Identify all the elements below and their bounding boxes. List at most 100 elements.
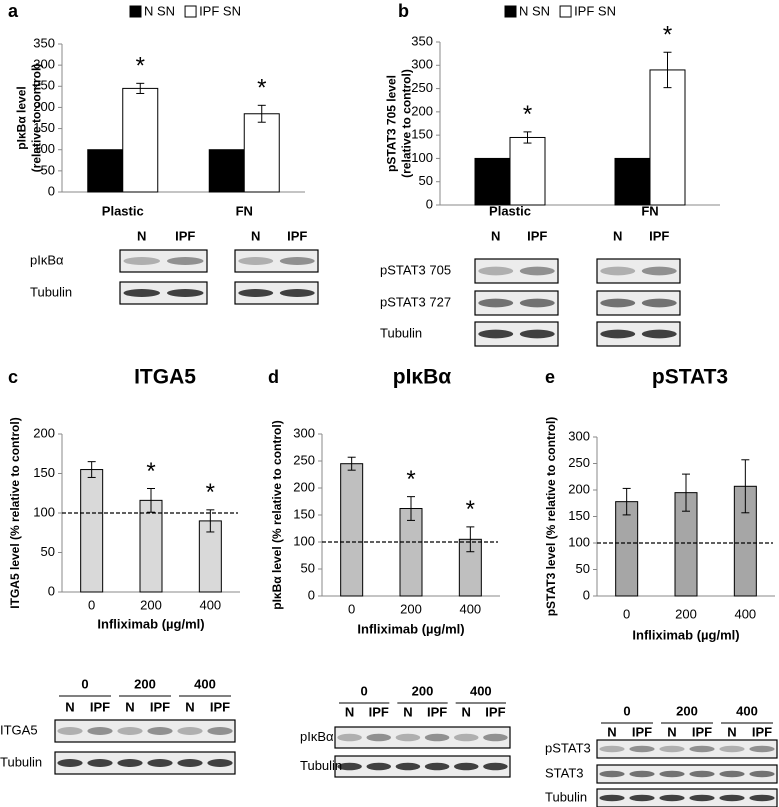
blot-band <box>166 289 204 297</box>
x-tick-label: 400 <box>459 601 481 616</box>
y-tick-label: 50 <box>41 544 55 559</box>
blot-band <box>177 727 203 735</box>
y-axis-label: (relative to control) <box>30 64 44 173</box>
lane-label: IPF <box>485 704 505 719</box>
y-tick-label: 150 <box>33 120 55 135</box>
chart-title: ITGA5 <box>134 366 196 389</box>
blot-band <box>207 759 233 767</box>
lane-label: N <box>403 704 412 719</box>
bar <box>509 136 546 206</box>
group-label: 200 <box>412 683 434 698</box>
x-tick-label: 200 <box>400 601 422 616</box>
blot-band <box>719 794 745 802</box>
lane-label: IPF <box>369 704 389 719</box>
y-tick-label: 100 <box>33 141 55 156</box>
y-tick-label: 150 <box>293 506 315 521</box>
y-tick-label: 0 <box>48 583 55 598</box>
row-label: pSTAT3 <box>545 740 591 755</box>
y-tick-label: 150 <box>411 127 433 142</box>
blot-band <box>600 329 636 339</box>
lane-label: N <box>185 699 194 714</box>
x-axis-label: Infliximab (µg/ml) <box>97 616 204 631</box>
x-tick-label: Plastic <box>102 203 144 218</box>
blot-band <box>147 759 173 767</box>
row-label: Tubulin <box>380 325 422 340</box>
y-tick-label: 250 <box>568 455 590 470</box>
blot-band <box>238 257 274 265</box>
legend-swatch <box>184 5 197 18</box>
x-tick-label: 200 <box>140 597 162 612</box>
lane-label: IPF <box>752 724 772 739</box>
blot-band <box>454 762 479 771</box>
y-tick-label: 50 <box>301 560 315 575</box>
x-tick-label: 400 <box>734 606 756 621</box>
row-label: Tubulin <box>545 789 587 804</box>
bar <box>399 508 423 597</box>
y-tick-label: 250 <box>33 78 55 93</box>
x-tick-label: 200 <box>675 606 697 621</box>
blot-band <box>478 298 514 308</box>
y-axis-label: pSTAT3 705 level <box>385 75 399 172</box>
panel-letter: c <box>8 367 18 387</box>
blot-band <box>519 329 555 339</box>
blot-strip <box>596 258 681 284</box>
blot-band <box>117 727 143 735</box>
y-tick-label: 100 <box>568 534 590 549</box>
lane-label: N <box>251 228 260 243</box>
blot-strip <box>54 751 236 775</box>
lane-label: N <box>65 699 74 714</box>
lane-label: IPF <box>649 228 669 243</box>
y-tick-label: 200 <box>33 425 55 440</box>
legend-swatch <box>504 5 517 18</box>
y-tick-label: 100 <box>293 533 315 548</box>
blot-strip <box>234 281 319 305</box>
lane-label: IPF <box>90 699 110 714</box>
blot-band <box>366 733 391 742</box>
y-axis-label: ITGA5 level (% relative to control) <box>8 417 22 608</box>
bar <box>208 149 245 193</box>
legend-swatch <box>559 5 572 18</box>
y-tick-label: 150 <box>33 465 55 480</box>
blot-strip <box>334 755 511 778</box>
significance-mark: * <box>663 22 672 49</box>
y-tick-label: 0 <box>583 587 590 602</box>
blot-band <box>454 733 479 742</box>
blot-band <box>600 298 636 308</box>
lane-label: N <box>613 228 622 243</box>
blot-band <box>599 794 625 802</box>
lane-label: IPF <box>427 704 447 719</box>
group-label: 0 <box>81 676 88 691</box>
blot-band <box>123 257 161 265</box>
bar <box>649 69 686 206</box>
blot-band <box>424 762 450 771</box>
lane-label: IPF <box>692 724 712 739</box>
blot-band <box>599 770 625 778</box>
row-label: STAT3 <box>545 765 584 780</box>
y-axis-label: (relative to control) <box>400 69 414 178</box>
blot-band <box>629 770 655 778</box>
blot-band <box>689 794 715 802</box>
blot-band <box>599 745 625 753</box>
y-tick-label: 200 <box>33 99 55 114</box>
y-tick-label: 200 <box>568 481 590 496</box>
y-tick-label: 0 <box>426 196 433 211</box>
blot-band <box>749 745 775 753</box>
legend-label: N SN <box>144 3 175 18</box>
blot-strip <box>334 726 511 749</box>
blot-band <box>689 745 715 753</box>
blot-band <box>366 762 391 771</box>
y-tick-label: 200 <box>293 479 315 494</box>
lane-label: N <box>137 228 146 243</box>
y-axis-label: pSTAT3 level (% relative to control) <box>544 417 558 617</box>
panel-letter: e <box>545 367 555 387</box>
lane-label: IPF <box>175 228 195 243</box>
lane-label: IPF <box>287 228 307 243</box>
row-label: pSTAT3 727 <box>380 294 451 309</box>
row-label: pSTAT3 705 <box>380 262 451 277</box>
blot-band <box>519 298 555 308</box>
blot-band <box>424 733 450 742</box>
lane-label: IPF <box>150 699 170 714</box>
group-label: 400 <box>470 683 492 698</box>
blot-band <box>57 727 83 735</box>
blot-band <box>57 759 83 767</box>
